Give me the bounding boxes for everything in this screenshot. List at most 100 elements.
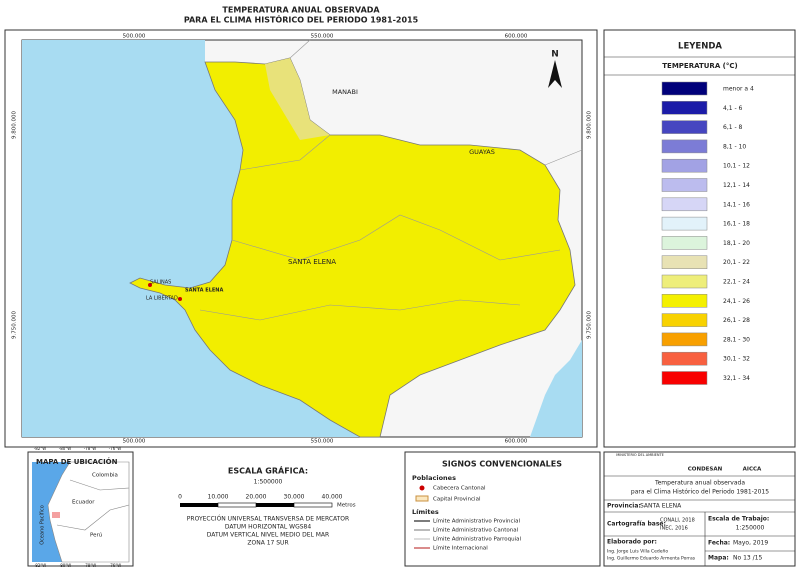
province-label: SANTA ELENA: [288, 258, 336, 266]
scale-segment: [293, 502, 333, 508]
legend-label: 28,1 - 30: [723, 336, 750, 343]
coordinate-label: -76°W: [109, 563, 122, 568]
coordinate-label: 500.000: [123, 439, 146, 445]
legend-label: menor a 4: [723, 86, 754, 93]
info-label: Mapa:: [708, 555, 729, 562]
province-label: GUAYAS: [469, 148, 495, 156]
signs-item: Límite Administrativo Parroquial: [433, 536, 522, 543]
legend-swatch: [661, 255, 708, 269]
scale-ratio: 1:500000: [254, 479, 283, 486]
description: para el Clima Histórico del Periodo 1981…: [631, 489, 769, 496]
legend-label: 6,1 - 8: [723, 124, 743, 131]
title: TEMPERATURA ANUAL OBSERVADA: [222, 6, 380, 15]
legend-label: 20,1 - 22: [723, 259, 750, 266]
coordinate-label: 550.000: [311, 34, 334, 40]
info-label: Cartografía base:: [607, 521, 666, 528]
legend-swatch: [661, 274, 708, 289]
coordinate-label: 9.800.000: [12, 111, 18, 139]
scale-title: ESCALA GRÁFICA:: [228, 465, 308, 476]
logo: MINISTERIO DEL AMBIENTE: [616, 453, 664, 457]
location-title: MAPA DE UBICACIÓN: [36, 457, 118, 466]
legend-swatch: [661, 351, 708, 366]
info-label: Provincia:: [607, 503, 641, 510]
info-value: CONALI, 2018: [660, 518, 695, 524]
coordinate-label: 9.750.000: [12, 311, 18, 339]
border: [69, 479, 130, 491]
projection-line: ZONA 17 SUR: [247, 540, 288, 547]
town-label: LA LIBERTAD: [146, 296, 178, 302]
legend-swatch: [661, 216, 708, 231]
legend-swatch: [661, 294, 708, 308]
coordinate-label: 550.000: [311, 439, 334, 445]
province-label: MANABI: [332, 88, 358, 96]
legend-title: LEYENDA: [678, 42, 722, 52]
coordinate-label: -82°W: [34, 446, 47, 451]
coordinate-label: -80°W: [59, 446, 72, 451]
location-highlight: [52, 512, 60, 518]
signs-item: Cabecera Cantonal: [433, 486, 486, 492]
legend-swatch: [661, 313, 708, 327]
canton-limit: [231, 214, 561, 261]
coordinate-label: -78°W: [84, 446, 97, 451]
town-label: SANTA ELENA: [185, 288, 223, 294]
info-value: INEC, 2016: [660, 526, 688, 532]
country-label: Colombia: [92, 473, 118, 479]
scale-segment: [180, 503, 218, 507]
legend-swatch: [661, 332, 708, 347]
projection-line: DATUM HORIZONTAL WGS84: [225, 524, 312, 531]
canton-limit: [239, 134, 331, 171]
subtitle: PARA EL CLIMA HISTÓRICO DEL PERIODO 1981…: [184, 14, 419, 25]
location-land: [47, 461, 130, 563]
symbol-capital: [415, 495, 429, 502]
legend-label: 24,1 - 26: [723, 298, 750, 305]
signs-heading: Límites: [412, 508, 439, 516]
legend-swatch: [661, 178, 708, 192]
main-map: [21, 39, 583, 438]
legend-label: 18,1 - 20: [723, 240, 750, 247]
legend-swatch: [661, 197, 708, 212]
info-value: SANTA ELENA: [640, 503, 682, 510]
legend-label: 10,1 - 12: [723, 163, 750, 170]
legend-label: 14,1 - 16: [723, 201, 750, 208]
info-value: 1:250000: [736, 525, 765, 532]
logo: CONDESAN: [688, 467, 723, 473]
logo: AICCA: [743, 467, 762, 473]
symbol-cabecera: [419, 485, 425, 491]
scale-tick: 0: [178, 494, 182, 501]
province-limit: [544, 149, 583, 166]
scale-bar: [180, 502, 333, 508]
legend-label: 26,1 - 28: [723, 317, 750, 324]
province-limit: [289, 39, 311, 59]
coordinate-label: 9.750.000: [587, 311, 593, 339]
legend-swatch: [661, 120, 708, 134]
coordinate-label: -82°W: [34, 563, 47, 568]
coordinate-label: 600.000: [505, 34, 528, 40]
legend-subtitle: TEMPERATURA (°C): [662, 62, 737, 70]
info-label: Fecha:: [708, 540, 730, 547]
town-label: SALINAS: [150, 280, 171, 286]
legend-swatch: [661, 236, 708, 250]
province-santa-elena: [129, 57, 576, 438]
legend-label: 4,1 - 6: [723, 105, 743, 112]
coordinate-label: 9.800.000: [587, 111, 593, 139]
info-value: Ing. Guillermo Eduardo Armenta Porras: [607, 556, 696, 562]
north-label: N: [551, 50, 559, 60]
border: [56, 504, 130, 531]
legend-label: 30,1 - 32: [723, 356, 750, 363]
info-label: Elaborado por:: [607, 539, 657, 546]
signs-symbols: [414, 485, 430, 549]
legend-swatch: [661, 81, 708, 96]
cabecera-cantonal: [148, 283, 152, 287]
legend-swatch: [661, 139, 708, 154]
legend-items: menor a 4 4,1 - 6 6,1 - 8 8,1 - 10 10,1 - 12…: [604, 56, 795, 385]
info-frame: [603, 451, 796, 567]
legend-label: 8,1 - 10: [723, 143, 746, 150]
ocean: [22, 40, 360, 437]
country-label: Perú: [90, 532, 102, 539]
cooler-zone: [265, 58, 330, 140]
signs-item: Límite Internacional: [433, 545, 488, 552]
signs-title: SIGNOS CONVENCIONALES: [442, 460, 562, 469]
signs-heading: Poblaciones: [412, 474, 456, 482]
